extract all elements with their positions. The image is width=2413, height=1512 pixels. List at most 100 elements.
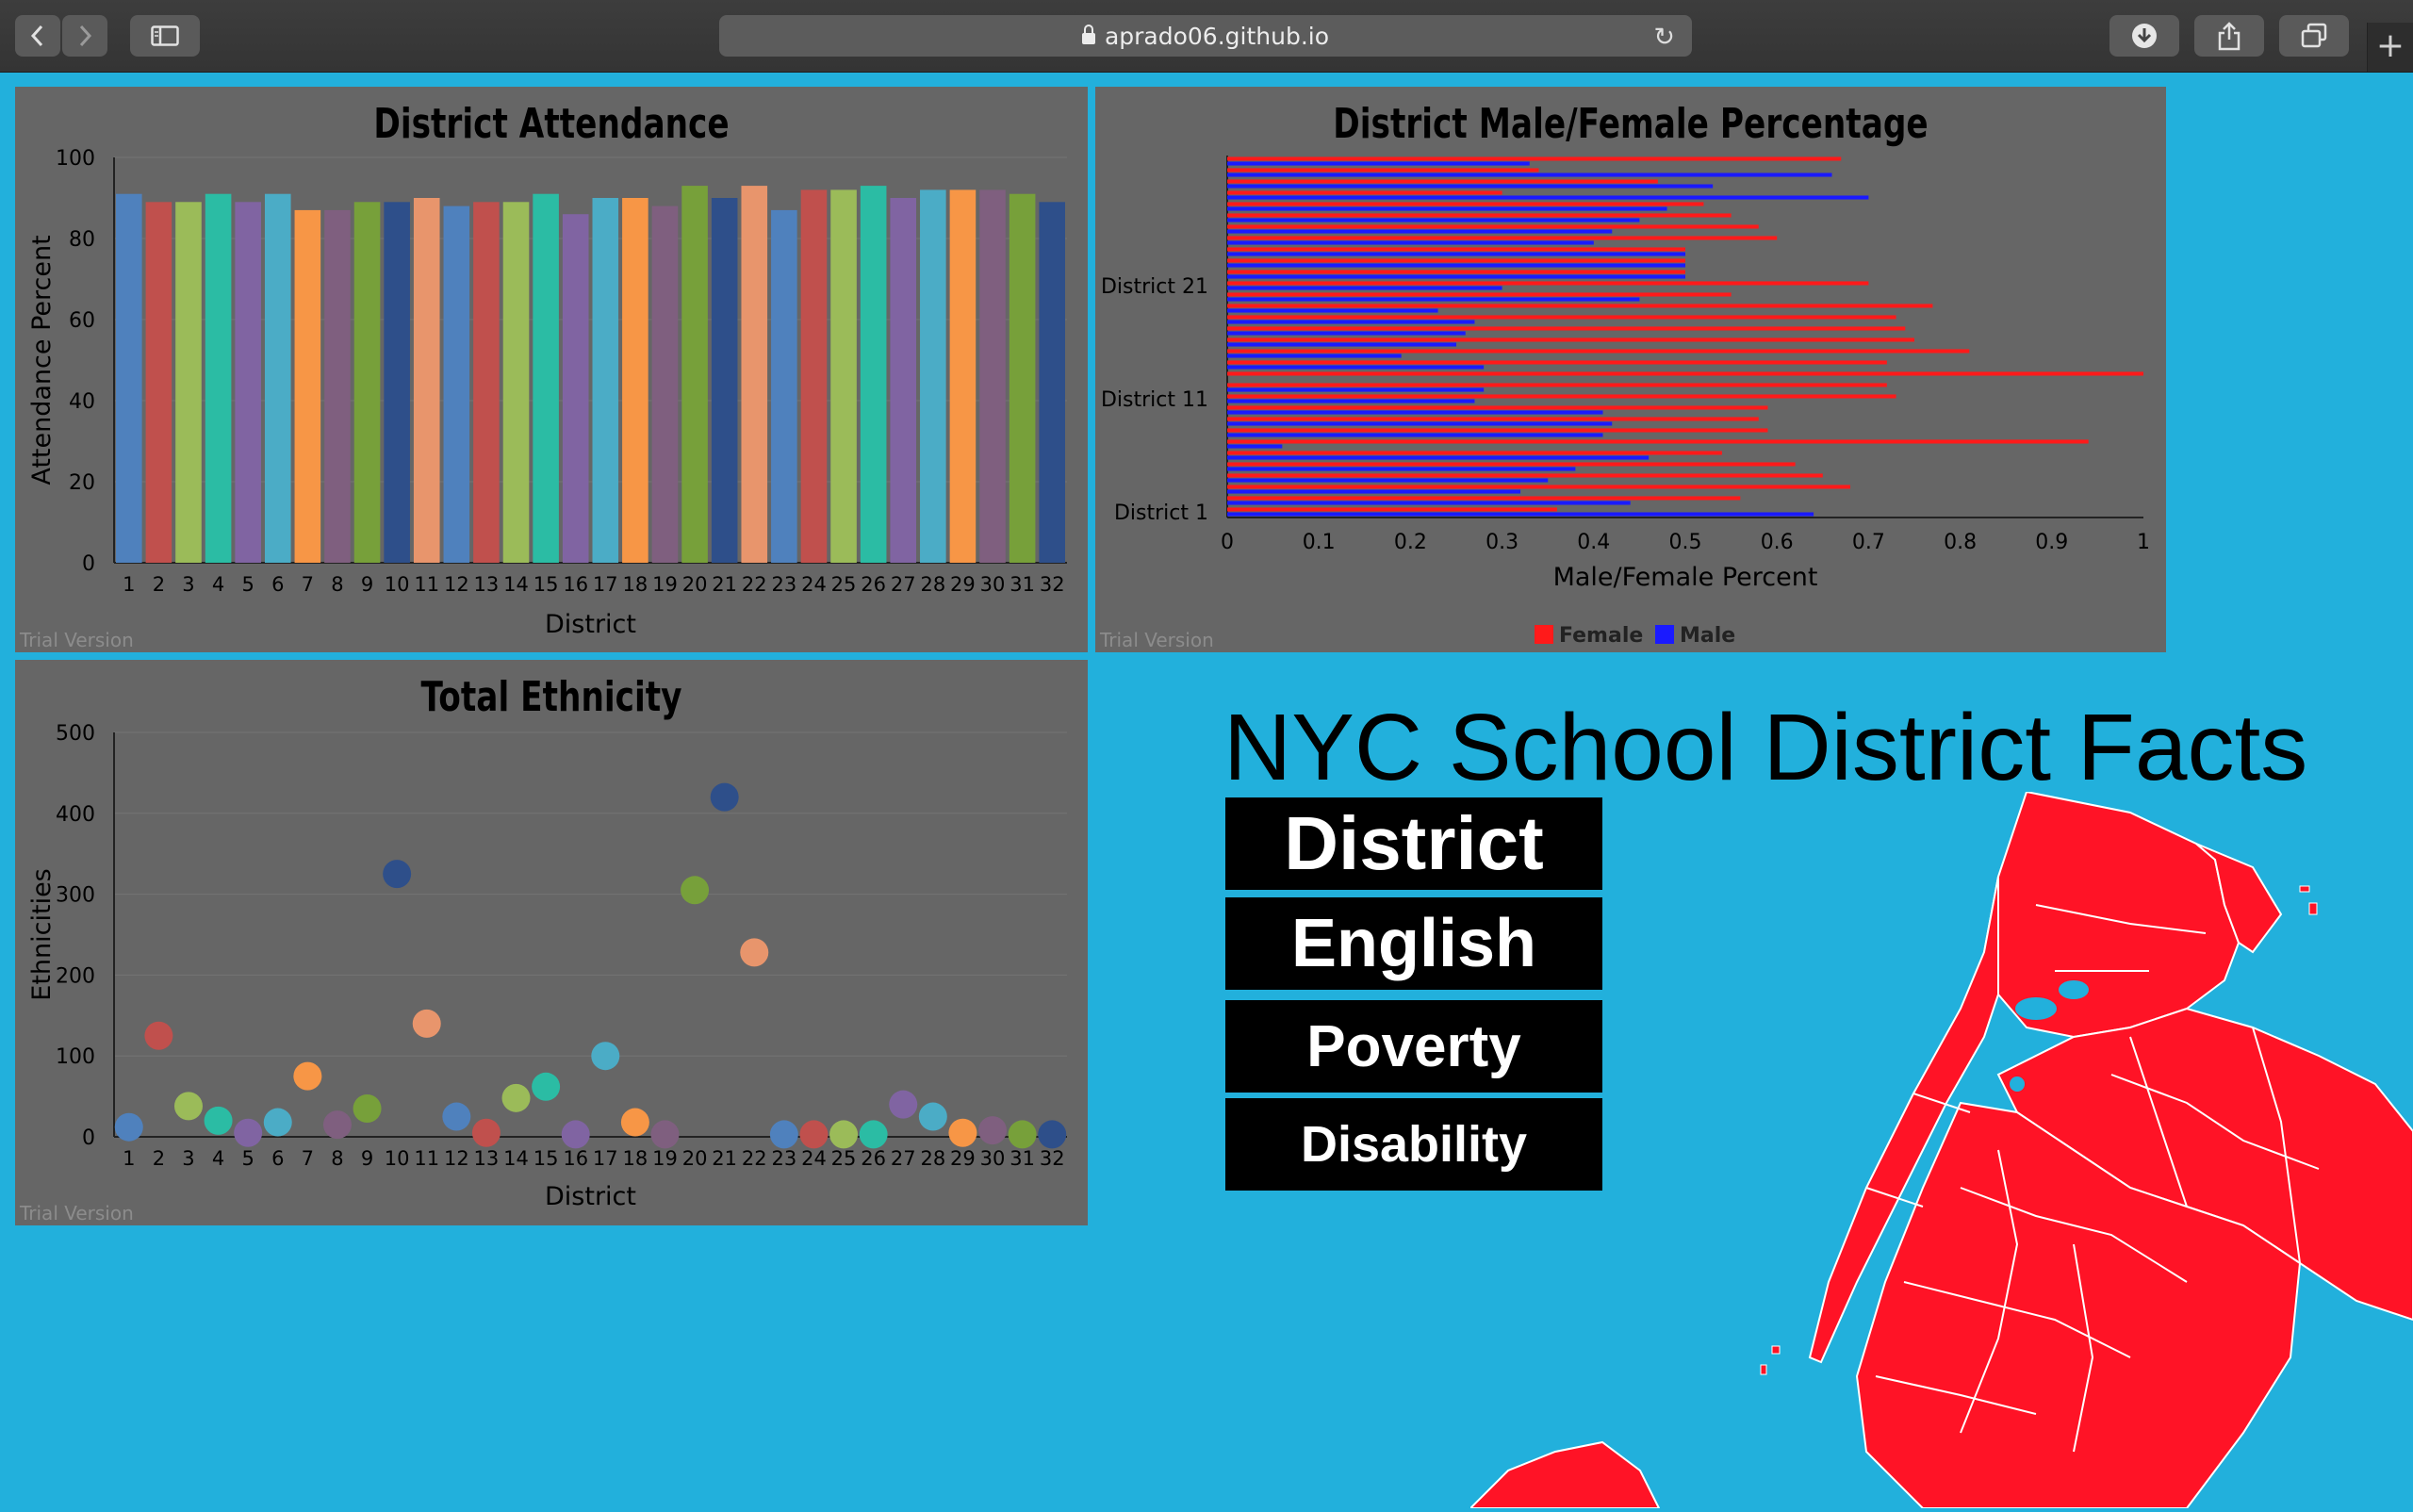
bar <box>651 205 679 563</box>
bar-female <box>1227 292 1732 297</box>
bar-male <box>1227 387 1485 392</box>
forward-button[interactable] <box>62 15 107 57</box>
x-tick-label: 0.1 <box>1303 531 1336 554</box>
bar <box>502 202 530 564</box>
share-button[interactable] <box>2194 15 2264 57</box>
trial-version-label: Trial Version <box>20 629 134 651</box>
back-button[interactable] <box>15 15 60 57</box>
x-tick-label: 6 <box>271 1147 284 1170</box>
reload-icon[interactable]: ↻ <box>1653 23 1675 52</box>
bar-male <box>1227 297 1640 302</box>
bar-female <box>1227 315 1896 320</box>
x-tick-label: 30 <box>980 573 1006 596</box>
x-tick-label: 7 <box>302 1147 314 1170</box>
x-tick-label: 13 <box>474 1147 500 1170</box>
x-tick-label: 24 <box>801 1147 827 1170</box>
map-region-brooklyn <box>1855 1101 2302 1509</box>
bar-female <box>1227 439 2089 444</box>
map-island <box>1771 1345 1781 1355</box>
x-tick-label: 26 <box>861 1147 886 1170</box>
x-tick-label: 19 <box>652 573 678 596</box>
bar <box>920 189 946 563</box>
legend-swatch-male <box>1655 625 1674 644</box>
y-tick-label: 300 <box>56 884 95 908</box>
y-tick-label: District 1 <box>1114 501 1208 525</box>
disability-button[interactable]: Disability <box>1225 1098 1602 1191</box>
y-tick-label: 20 <box>69 471 95 495</box>
chevron-right-icon <box>79 25 92 47</box>
x-tick-label: 12 <box>444 1147 469 1170</box>
new-tab-button[interactable]: + <box>2367 23 2413 72</box>
scatter-point <box>353 1093 382 1123</box>
x-tick-label: 20 <box>682 1147 708 1170</box>
scatter-point <box>829 1120 859 1149</box>
bar <box>384 202 410 564</box>
y-tick-label: 0 <box>82 552 95 576</box>
bar-male <box>1227 252 1685 256</box>
bar <box>294 209 321 563</box>
x-tick-label: 24 <box>801 573 827 596</box>
y-axis-label: Ethnicities <box>27 868 57 1000</box>
map-water-inlet <box>2010 1076 2025 1092</box>
bar-male <box>1227 353 1402 358</box>
y-tick-label: 100 <box>56 147 95 171</box>
sidebar-icon <box>151 25 179 46</box>
bar-male <box>1227 161 1530 166</box>
scatter-point <box>293 1061 322 1091</box>
poverty-button[interactable]: Poverty <box>1225 1000 1602 1093</box>
x-tick-label: 5 <box>241 573 254 596</box>
scatter-point <box>322 1110 352 1140</box>
bar-male <box>1227 206 1667 211</box>
scatter-point <box>144 1021 173 1050</box>
x-tick-label: 28 <box>920 573 945 596</box>
bar-female <box>1227 360 1887 365</box>
bar <box>1009 193 1036 563</box>
scatter-point <box>799 1120 829 1149</box>
scatter-point <box>681 876 710 905</box>
bar-male <box>1227 421 1613 426</box>
x-tick-label: 23 <box>771 1147 796 1170</box>
download-button[interactable] <box>2109 15 2179 57</box>
bar <box>413 198 440 563</box>
nyc-district-map[interactable] <box>1468 790 2413 1509</box>
x-tick-label: 0.6 <box>1761 531 1794 554</box>
scatter-point <box>859 1120 888 1149</box>
x-tick-label: 20 <box>682 573 708 596</box>
tabs-button[interactable] <box>2279 15 2349 57</box>
nyc-map-graphic <box>1468 790 2413 1509</box>
scatter-point <box>234 1118 263 1147</box>
address-bar[interactable]: aprado06.github.io ↻ <box>719 15 1692 57</box>
gender-chart-panel: District Male/Female Percentage 0 0.1 0.2 0… <box>1095 87 2166 652</box>
x-tick-label: 29 <box>950 1147 976 1170</box>
x-tick-label: 22 <box>742 573 767 596</box>
x-tick-label: 25 <box>831 573 857 596</box>
bar-female <box>1227 326 1906 331</box>
map-island <box>2308 902 2318 915</box>
scatter-point <box>532 1072 561 1101</box>
map-water-bay <box>2015 997 2057 1020</box>
bar <box>353 202 381 564</box>
english-button[interactable]: English <box>1225 897 1602 990</box>
x-tick-label: 3 <box>182 1147 194 1170</box>
bar-female <box>1227 383 1887 387</box>
sidebar-button[interactable] <box>130 15 200 57</box>
scatter-point <box>978 1116 1008 1145</box>
x-tick-label: 27 <box>891 573 916 596</box>
x-tick-label: 0.9 <box>2035 531 2068 554</box>
x-tick-label: 8 <box>331 573 343 596</box>
bar-female <box>1227 213 1732 218</box>
bar <box>145 202 172 564</box>
x-tick-label: 11 <box>414 1147 439 1170</box>
bar-female <box>1227 405 1768 410</box>
bar-male <box>1227 320 1475 324</box>
district-button[interactable]: District <box>1225 797 1602 890</box>
bar-female <box>1227 337 1914 342</box>
scatter-point <box>918 1102 947 1131</box>
bar-male <box>1227 444 1283 449</box>
x-tick-label: 0.3 <box>1486 531 1518 554</box>
bar-male <box>1227 184 1714 189</box>
bar-female <box>1227 236 1778 240</box>
bar-female <box>1227 190 1502 195</box>
bar-male <box>1227 195 1869 200</box>
legend-label-female: Female <box>1559 624 1643 648</box>
